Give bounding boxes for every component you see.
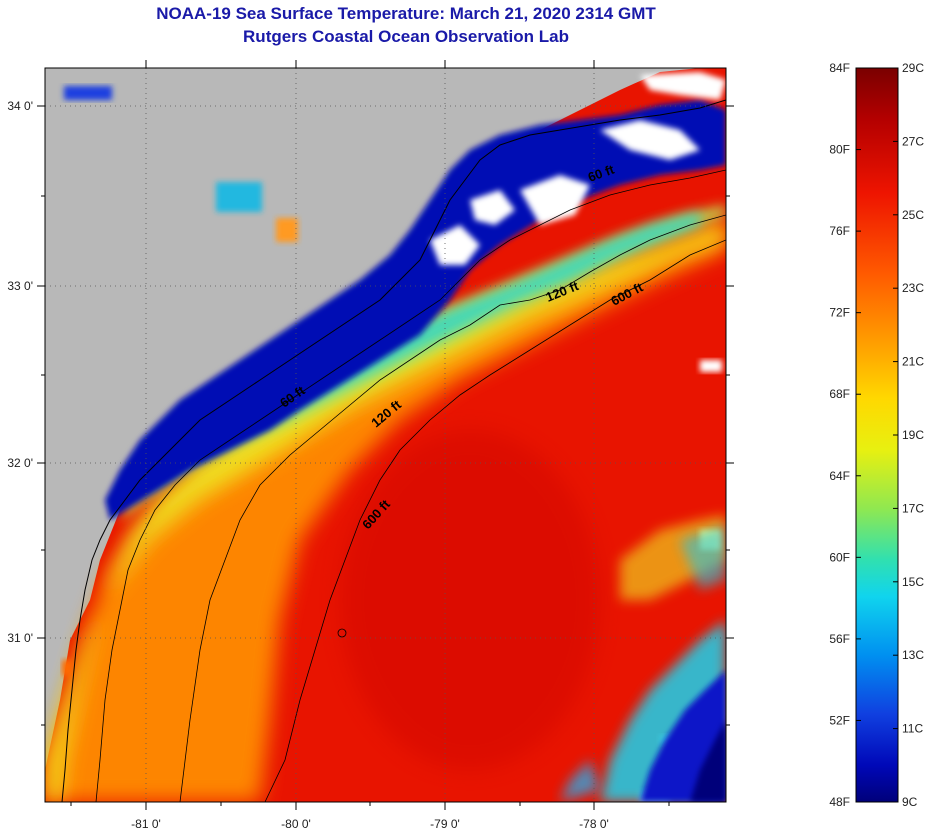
colorbar-label-celsius: 27C: [902, 134, 924, 148]
lat-label-34: 34 0': [7, 99, 33, 113]
sst-image: 60 ft 120 ft 600 ft 60 ft 120 ft 600 ft: [45, 68, 726, 802]
colorbar-label-fahrenheit: 80F: [829, 143, 850, 157]
colorbar-label-fahrenheit: 64F: [829, 469, 850, 483]
map-title: NOAA-19 Sea Surface Temperature: March 2…: [156, 4, 656, 23]
lon-label-80: -80 0': [281, 817, 311, 831]
colorbar-label-celsius: 15C: [902, 575, 924, 589]
graticule: [45, 68, 726, 802]
colorbar-ticks: [856, 67, 898, 803]
lat-label-32: 32 0': [7, 456, 33, 470]
colorbar-label-celsius: 11C: [902, 722, 923, 736]
colorbar-label-celsius: 17C: [902, 501, 924, 515]
colorbar-label-celsius: 23C: [902, 281, 924, 295]
colorbar-label-fahrenheit: 68F: [829, 387, 850, 401]
axis-ticks: [37, 60, 734, 810]
coastline: [61, 99, 726, 802]
lon-label-81: -81 0': [131, 817, 161, 831]
isobath-120ft: [179, 214, 726, 802]
colorbar-label-celsius: 13C: [902, 648, 924, 662]
colorbar-label-celsius: 29C: [902, 61, 924, 75]
map-frame: [44, 67, 727, 803]
lat-label-31: 31 0': [7, 631, 33, 645]
colorbar: [855, 67, 899, 803]
colorbar-label-fahrenheit: 76F: [829, 224, 850, 238]
map-subtitle: Rutgers Coastal Ocean Observation Lab: [243, 27, 569, 46]
colorbar-label-fahrenheit: 52F: [829, 713, 850, 727]
colorbar-label-fahrenheit: 72F: [829, 306, 850, 320]
inland-water-patches: [62, 86, 298, 676]
cloud-patches: [430, 72, 726, 802]
lon-label-79: -79 0': [430, 817, 460, 831]
colorbar-label-fahrenheit: 48F: [829, 795, 850, 809]
colorbar-label-fahrenheit: 84F: [829, 61, 850, 75]
colorbar-label-celsius: 25C: [902, 208, 924, 222]
station-marker: [337, 628, 347, 638]
colorbar-label-fahrenheit: 56F: [829, 632, 850, 646]
lon-label-78: -78 0': [579, 817, 609, 831]
colorbar-label-fahrenheit: 60F: [829, 550, 850, 564]
colorbar-label-celsius: 19C: [902, 428, 924, 442]
lat-label-33: 33 0': [7, 279, 33, 293]
colorbar-label-celsius: 21C: [902, 355, 924, 369]
colorbar-label-celsius: 9C: [902, 795, 918, 809]
isobath-600ft: [264, 239, 726, 802]
isobath-60ft: [95, 169, 726, 802]
